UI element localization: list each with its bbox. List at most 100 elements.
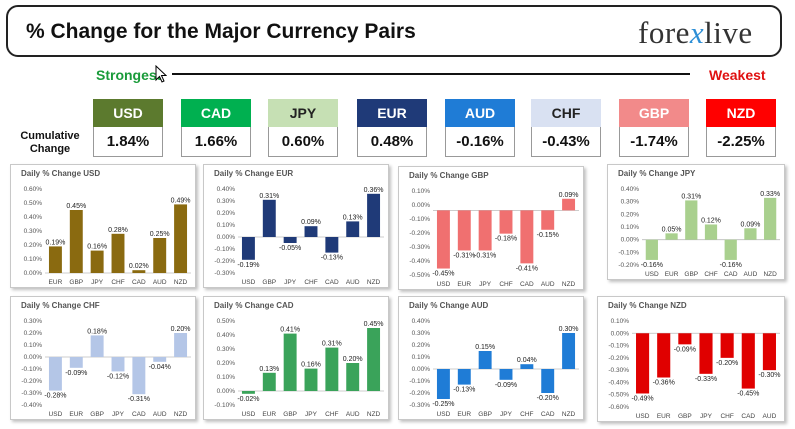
chart-panel: Daily % Change EUR -0.30% -0.20% -0.10% 0.00… [203, 164, 389, 288]
y-tick-label: -0.40% [409, 258, 430, 265]
y-tick-label: 0.10% [412, 188, 431, 195]
bar-eur [665, 233, 678, 240]
x-tick-label: JPY [91, 279, 104, 286]
bar-chf [111, 233, 125, 273]
bar-usd [645, 239, 658, 260]
x-tick-label: EUR [457, 411, 471, 418]
data-label: 0.05% [662, 226, 682, 233]
data-label: 0.31% [681, 193, 701, 200]
y-tick-label: -0.30% [409, 244, 430, 251]
bar-gbp [69, 210, 83, 273]
bar-aud [346, 363, 360, 391]
x-tick-label: AUD [346, 411, 360, 418]
x-tick-label: JPY [700, 413, 713, 420]
data-label: -0.18% [495, 236, 517, 243]
chart-panel: Daily % Change CHF -0.40% -0.30% -0.20% -0.1… [10, 296, 196, 420]
x-tick-label: NZD [562, 281, 576, 288]
y-tick-label: 0.40% [217, 332, 236, 339]
bar-cad [541, 369, 555, 393]
x-tick-label: EUR [49, 279, 63, 286]
bar-eur [262, 372, 276, 391]
bar-chart: -0.20% -0.10% 0.00% 0.10% 0.20% 0.30% 0.40% -0.… [618, 186, 780, 278]
y-tick-label: 0.10% [24, 342, 43, 349]
y-tick-label: -0.10% [409, 216, 430, 223]
y-tick-label: -0.50% [608, 392, 629, 399]
bar-usd [636, 333, 650, 394]
data-label: -0.25% [432, 401, 454, 408]
y-tick-label: 0.40% [412, 318, 431, 325]
x-tick-label: USD [437, 411, 451, 418]
currency-header-nzd: NZD [706, 99, 776, 127]
bar-jpy [111, 357, 125, 372]
data-label: 0.30% [559, 326, 579, 333]
data-label: 0.09% [301, 219, 321, 226]
x-tick-label: EUR [665, 271, 679, 278]
logo-part-x: x [689, 15, 705, 50]
chart-title: Daily % Change GBP [409, 171, 489, 180]
x-tick-label: EUR [457, 281, 471, 288]
x-tick-label: USD [437, 281, 451, 288]
bar-cad [741, 333, 755, 389]
bar-nzd [174, 333, 188, 357]
y-tick-label: -0.30% [21, 390, 42, 397]
y-tick-label: 0.30% [621, 199, 640, 206]
x-tick-label: EUR [657, 413, 671, 420]
bar-aud [762, 333, 776, 371]
data-label: 0.13% [259, 366, 279, 373]
x-tick-label: JPY [112, 411, 125, 418]
bar-usd [241, 391, 255, 394]
y-tick-label: -0.20% [618, 262, 639, 269]
x-tick-label: GBP [478, 411, 492, 418]
weakest-label: Weakest [709, 67, 766, 83]
data-label: -0.28% [44, 393, 66, 400]
data-label: 0.45% [364, 321, 384, 328]
data-label: -0.05% [279, 245, 301, 252]
chart-title: Daily % Change EUR [214, 169, 294, 178]
x-tick-label: USD [645, 271, 659, 278]
data-label: -0.09% [495, 382, 517, 389]
bar-jpy [304, 368, 318, 391]
x-tick-label: NZD [174, 411, 188, 418]
chart-panel: Daily % Change GBP -0.50% -0.40% -0.30% -0.2… [398, 166, 584, 290]
data-label: 0.31% [259, 193, 279, 200]
x-tick-label: AUD [153, 279, 167, 286]
y-tick-label: 0.00% [24, 270, 43, 277]
bar-gbp [90, 335, 104, 357]
bar-nzd [367, 328, 381, 391]
title-banner: % Change for the Major Currency Pairs fo… [6, 5, 782, 57]
x-tick-label: JPY [500, 411, 513, 418]
data-label: 0.19% [45, 239, 65, 246]
bar-usd [48, 357, 62, 391]
bar-usd [436, 210, 450, 269]
y-tick-label: 0.00% [412, 202, 431, 209]
bar-eur [457, 369, 471, 385]
data-label: -0.31% [453, 252, 475, 259]
y-tick-label: 0.40% [621, 186, 640, 193]
y-tick-label: -0.50% [409, 272, 430, 279]
x-tick-label: NZD [562, 411, 576, 418]
bar-eur [457, 210, 471, 251]
y-tick-label: -0.20% [409, 390, 430, 397]
x-tick-label: NZD [367, 279, 381, 286]
bar-chf [520, 364, 534, 369]
chart-title: Daily % Change CAD [214, 301, 294, 310]
x-tick-label: AUD [346, 279, 360, 286]
data-label: 0.16% [301, 362, 321, 369]
y-tick-label: 0.50% [217, 318, 236, 325]
x-tick-label: CAD [132, 411, 146, 418]
chart-panel: Daily % Change JPY -0.20% -0.10% 0.00% 0.10%… [607, 164, 785, 280]
y-tick-label: -0.10% [21, 366, 42, 373]
data-label: 0.28% [108, 227, 128, 234]
x-tick-label: AUD [763, 413, 777, 420]
bar-jpy [283, 237, 297, 243]
cumulative-value-eur: 0.48% [357, 127, 427, 157]
cumulative-value-chf: -0.43% [531, 127, 601, 157]
y-tick-label: 0.10% [611, 318, 630, 325]
x-tick-label: GBP [262, 279, 276, 286]
y-tick-label: 0.20% [217, 210, 236, 217]
data-label: -0.49% [631, 395, 653, 402]
bar-eur [69, 357, 83, 368]
y-tick-label: 0.20% [24, 330, 43, 337]
bar-aud [153, 357, 167, 362]
bar-eur [657, 333, 671, 378]
